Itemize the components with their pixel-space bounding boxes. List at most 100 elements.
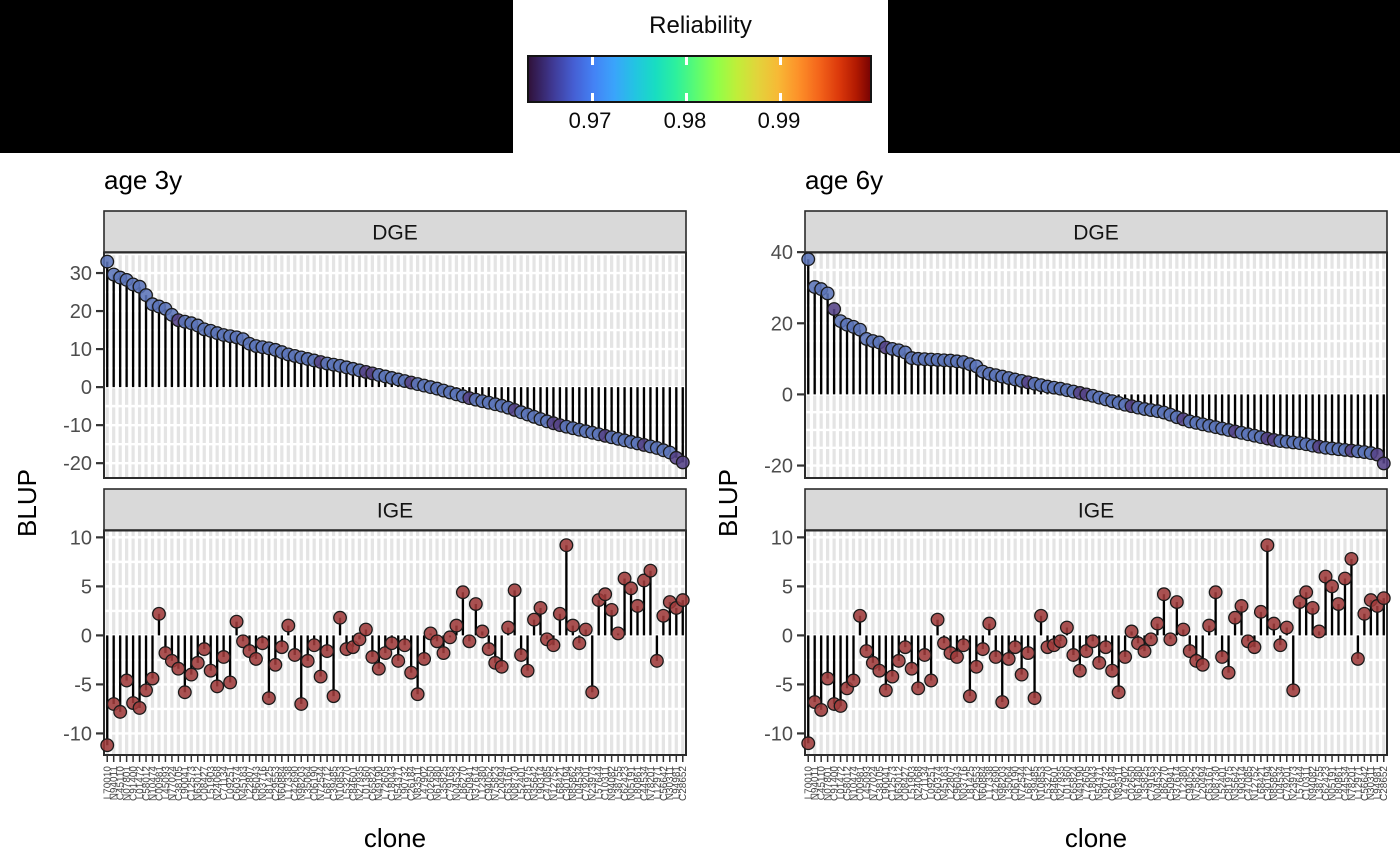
svg-text:DGE: DGE (372, 222, 418, 245)
lollipop-points (100, 538, 690, 753)
svg-text:C45110: C45110 (116, 766, 127, 801)
svg-text:N49190: N49190 (1075, 766, 1086, 801)
svg-text:N27935: N27935 (355, 766, 366, 801)
svg-text:C10311: C10311 (1302, 766, 1313, 801)
svg-text:C28652: C28652 (1379, 766, 1390, 801)
svg-text:N72544: N72544 (1017, 766, 1028, 801)
svg-text:C79163: C79163 (1146, 766, 1157, 801)
svg-text:DGE: DGE (1073, 222, 1119, 245)
svg-text:N23973: N23973 (588, 766, 599, 801)
x-axis-labels: L70010N94011C45110N07801C91400L01472C580… (804, 766, 1391, 801)
svg-text:L01472: L01472 (836, 766, 847, 800)
colorbar-tick (591, 57, 594, 65)
svg-text:C91400: C91400 (129, 766, 140, 801)
svg-text:L90314: L90314 (1237, 766, 1248, 800)
svg-text:10: 10 (771, 527, 793, 549)
svg-text:C96043: C96043 (952, 766, 963, 801)
svg-text:N12752: N12752 (1250, 766, 1261, 801)
svg-text:C60374: C60374 (232, 766, 243, 801)
svg-text:L68421: L68421 (1256, 766, 1267, 800)
svg-text:C79201: C79201 (581, 766, 592, 801)
svg-text:N94082: N94082 (607, 766, 618, 801)
svg-text:N08730: N08730 (1211, 766, 1222, 801)
svg-text:N45183: N45183 (939, 766, 950, 801)
svg-text:10: 10 (70, 339, 92, 361)
y-axis-title: BLUP (713, 469, 743, 537)
svg-text:BLUP: BLUP (713, 469, 743, 537)
y-axis-ticks: 30 20 10 0 -10 -20 (63, 263, 103, 475)
svg-text:N35642: N35642 (1230, 766, 1241, 801)
svg-text:clone: clone (1065, 823, 1127, 853)
facet-dge: DGE 30 20 10 0 -10 -20 (63, 210, 690, 479)
svg-text:C42690: C42690 (991, 766, 1002, 801)
svg-text:N54371: N54371 (1095, 766, 1106, 801)
svg-text:L01360: L01360 (361, 766, 372, 800)
svg-text:L47902: L47902 (420, 766, 431, 800)
svg-text:L81425: L81425 (965, 766, 976, 800)
svg-text:C30194: C30194 (1263, 766, 1274, 801)
legend-colorbar (527, 55, 872, 103)
panel-border (804, 251, 1388, 479)
svg-text:0: 0 (81, 377, 92, 399)
svg-text:L90732: L90732 (400, 766, 411, 800)
svg-text:0: 0 (782, 625, 793, 647)
svg-text:L35064: L35064 (303, 766, 314, 800)
svg-text:-5: -5 (74, 674, 92, 696)
legend-title: Reliability (649, 12, 752, 39)
svg-text:C02650: C02650 (1127, 766, 1138, 801)
svg-text:N54371: N54371 (394, 766, 405, 801)
svg-text:C02650: C02650 (426, 766, 437, 801)
facet-ige: IGE 10 5 0 -5 -10 (63, 488, 690, 756)
svg-text:N30311: N30311 (1366, 766, 1377, 801)
svg-text:L51903: L51903 (206, 766, 217, 800)
svg-text:N27935: N27935 (1056, 766, 1067, 801)
svg-text:N78201: N78201 (646, 766, 657, 801)
svg-text:N10853: N10853 (335, 766, 346, 801)
svg-text:-20: -20 (764, 456, 793, 478)
svg-text:BLUP: BLUP (12, 469, 42, 537)
svg-text:N10853: N10853 (1036, 766, 1047, 801)
svg-text:L22807: L22807 (946, 766, 957, 800)
svg-text:L94981: L94981 (672, 766, 683, 800)
svg-text:L38755: L38755 (1315, 766, 1326, 800)
panel-border (103, 529, 687, 756)
svg-text:L35825: L35825 (439, 766, 450, 800)
svg-text:N24068: N24068 (914, 766, 925, 801)
svg-text:C29553: C29553 (972, 766, 983, 801)
svg-text:C28652: C28652 (678, 766, 689, 801)
svg-text:N63012: N63012 (193, 766, 204, 801)
svg-text:C00981: C00981 (855, 766, 866, 801)
svg-text:L86270: L86270 (458, 766, 469, 800)
svg-text:age 3y: age 3y (104, 165, 182, 195)
svg-text:C26184: C26184 (1108, 766, 1119, 801)
svg-text:L35064: L35064 (1004, 766, 1015, 800)
svg-text:40: 40 (771, 242, 793, 264)
svg-text:L57644: L57644 (594, 766, 605, 800)
svg-text:C62423: C62423 (1321, 766, 1332, 801)
svg-text:L68712: L68712 (1024, 766, 1035, 800)
banner-black-right (888, 0, 1400, 153)
banner-black-left (0, 0, 513, 153)
svg-text:N83511: N83511 (413, 766, 424, 801)
svg-text:N05191: N05191 (1327, 766, 1338, 801)
svg-text:L52401: L52401 (517, 766, 528, 800)
svg-text:IGE: IGE (1078, 500, 1114, 523)
svg-text:C12573: C12573 (187, 766, 198, 801)
facet-strip (804, 488, 1388, 531)
svg-text:L80861: L80861 (1334, 766, 1345, 800)
svg-text:10: 10 (70, 527, 92, 549)
svg-text:C39485: C39485 (329, 766, 340, 801)
svg-text:L12971: L12971 (1353, 766, 1364, 800)
svg-text:L72605: L72605 (1082, 766, 1093, 800)
svg-text:C84601: C84601 (348, 766, 359, 801)
svg-text:clone: clone (364, 823, 426, 853)
svg-text:L47902: L47902 (1121, 766, 1132, 800)
svg-text:L90732: L90732 (1101, 766, 1112, 800)
grid-horizontal (805, 268, 1387, 467)
svg-text:N63012: N63012 (894, 766, 905, 801)
svg-text:L35825: L35825 (1140, 766, 1151, 800)
svg-text:C50941: C50941 (465, 766, 476, 801)
svg-text:C79163: C79163 (445, 766, 456, 801)
svg-text:C10311: C10311 (601, 766, 612, 801)
